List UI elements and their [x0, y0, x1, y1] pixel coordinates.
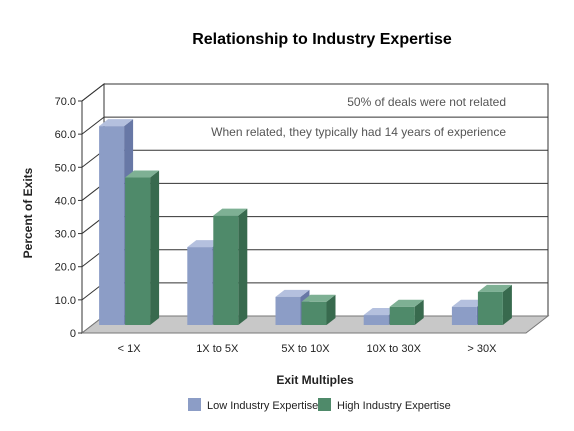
bar-side [326, 294, 336, 325]
x-axis-ticks: < 1X 1X to 5X 5X to 10X 10X to 30X > 30X [118, 343, 497, 355]
bars [99, 119, 512, 326]
bar-front [187, 247, 213, 325]
bar-high-0 [125, 170, 160, 325]
bar-front [213, 215, 239, 325]
annotation-not-related: 50% of deals were not related [347, 95, 506, 109]
bar-high-1 [213, 208, 248, 325]
gridlines [81, 83, 548, 301]
bar-side [238, 208, 248, 325]
bar-front [363, 315, 389, 325]
gridline-side [81, 83, 105, 102]
x-tick-label: 5X to 10X [281, 343, 330, 355]
bar-top [389, 299, 424, 307]
bar-top [451, 299, 486, 307]
y-tick-label: 40.0 [55, 195, 76, 207]
legend-swatch-low [188, 398, 201, 411]
legend-label-high: High Industry Expertise [337, 400, 451, 412]
bar-side [414, 299, 424, 325]
bar-top [275, 289, 310, 297]
y-tick-label: 50.0 [55, 162, 76, 174]
x-tick-label: 10X to 30X [366, 343, 421, 355]
x-tick-label: < 1X [118, 343, 142, 355]
bar-front [451, 306, 477, 325]
bar-front [125, 177, 151, 325]
chart-title: Relationship to Industry Expertise [192, 31, 452, 48]
bar-front [99, 126, 125, 326]
bar-top [477, 284, 512, 292]
bar-side [150, 170, 160, 325]
bar-top [187, 240, 222, 248]
bar-top [363, 308, 398, 316]
y-tick-label: 10.0 [55, 295, 76, 307]
bar-top [213, 208, 248, 216]
bar-side [502, 284, 512, 325]
legend: Low Industry Expertise High Industry Exp… [188, 398, 451, 412]
y-axis-ticks: 70.0 60.0 50.0 40.0 30.0 20.0 10.0 0 [55, 96, 82, 340]
annotation-years-experience: When related, they typically had 14 year… [211, 125, 506, 139]
plot-back-wall [103, 83, 549, 317]
y-tick-label: 0 [70, 328, 76, 340]
y-tick-label: 70.0 [55, 96, 76, 108]
legend-label-low: Low Industry Expertise [207, 400, 318, 412]
bar-top [301, 294, 336, 302]
x-axis-label: Exit Multiples [276, 373, 354, 387]
y-tick-label: 60.0 [55, 129, 76, 141]
bar-front [275, 296, 301, 325]
bar-high-4 [477, 284, 512, 325]
bar-front [389, 306, 415, 325]
bar-top [125, 170, 160, 178]
bar-front [301, 301, 327, 325]
bar-high-3 [389, 299, 424, 325]
legend-swatch-high [318, 398, 331, 411]
bar-top [99, 119, 134, 127]
y-tick-label: 20.0 [55, 262, 76, 274]
y-tick-label: 30.0 [55, 229, 76, 241]
bar-high-2 [301, 294, 336, 325]
y-axis-label: Percent of Exits [21, 167, 35, 258]
bar-front [477, 291, 503, 325]
gridline-side [81, 116, 105, 135]
x-tick-label: 1X to 5X [196, 343, 239, 355]
x-tick-label: > 30X [467, 343, 497, 355]
bar-low-4 [451, 299, 486, 325]
